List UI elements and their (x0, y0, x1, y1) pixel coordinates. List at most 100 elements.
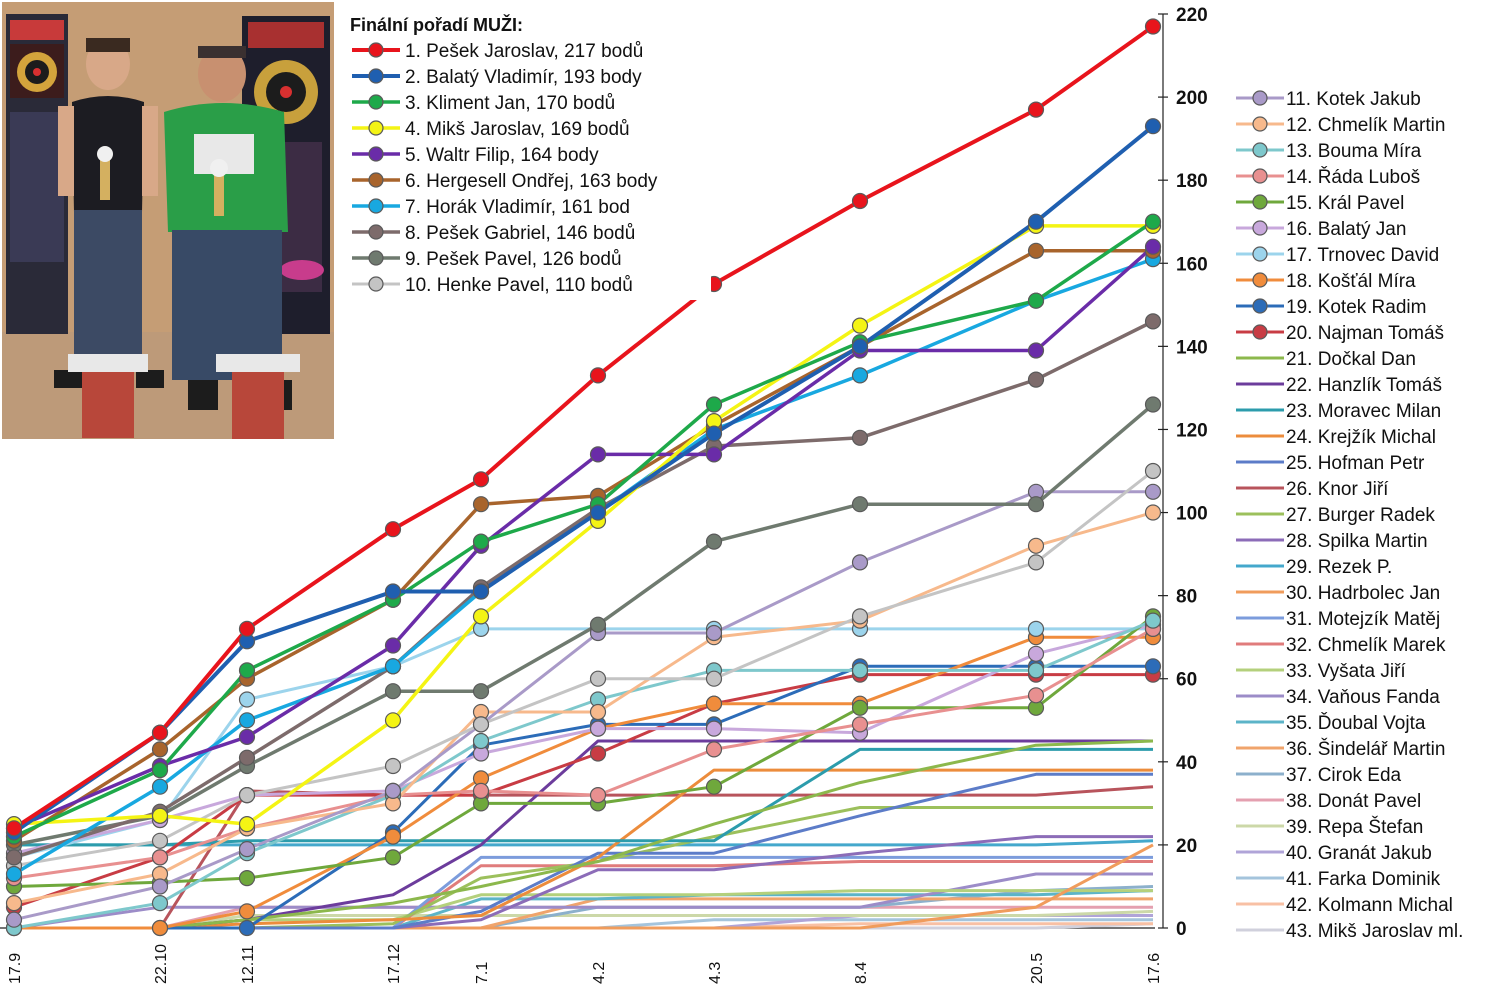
legend-entry: 43. Mikš Jaroslav ml. (1286, 921, 1463, 942)
legend-entry: 39. Repa Štefan (1286, 816, 1423, 838)
series-line (14, 664, 1153, 930)
data-point (238, 840, 256, 858)
data-point (151, 807, 169, 824)
y-tick-label: 40 (1176, 753, 1197, 774)
data-point (851, 608, 869, 625)
data-point (384, 757, 402, 775)
legend-entry: 13. Bouma Míra (1286, 141, 1422, 162)
data-point (151, 761, 169, 779)
y-tick-label: 220 (1176, 5, 1208, 26)
legend-entry: 7. Horák Vladimír, 161 bod (405, 197, 630, 218)
legend-entry: 20. Najman Tomáš (1286, 323, 1444, 344)
legend-entry: 18. Košťál Míra (1286, 271, 1416, 292)
data-point (238, 786, 256, 804)
legend-entry: 2. Balatý Vladimír, 193 body (405, 67, 642, 88)
legend-marker (368, 276, 384, 292)
legend-entry: 27. Burger Radek (1286, 505, 1435, 526)
data-point (1144, 483, 1162, 500)
x-tick-label: 20.5 (1029, 953, 1046, 984)
legend-entry: 26. Knor Jiří (1286, 479, 1389, 500)
data-point (238, 749, 256, 766)
legend-marker (1252, 90, 1268, 106)
data-point (472, 533, 490, 550)
data-point (1027, 554, 1045, 571)
series-line (13, 469, 1154, 868)
legend-entry: 9. Pešek Pavel, 126 bodů (405, 249, 622, 270)
series-line (14, 855, 1153, 930)
data-point (472, 471, 490, 488)
series-lines (12, 24, 1155, 930)
legend-marker (368, 224, 384, 240)
x-tick-label: 12.11 (240, 945, 257, 984)
legend-entry: 41. Farka Dominik (1286, 869, 1441, 890)
data-point (705, 720, 723, 737)
series-line (13, 615, 1154, 888)
data-point (472, 683, 490, 700)
data-point (1144, 213, 1162, 230)
legend-entry: 37. Cirok Eda (1286, 765, 1402, 786)
legend-entry: 33. Vyšata Jiří (1286, 661, 1406, 682)
x-axis-tick-labels: 17.9 22.10 12.11 17.12 7.1 4.2 4.3 8.4 20.5 17.6 (7, 944, 1163, 984)
data-point (1144, 18, 1162, 35)
legend-marker (368, 250, 384, 266)
legend-marker (1252, 298, 1268, 314)
data-point (5, 820, 23, 837)
data-point (238, 815, 256, 833)
data-point (705, 425, 723, 442)
winners-photo (2, 2, 334, 439)
data-point (851, 317, 869, 334)
data-point (851, 192, 869, 210)
series-markers (5, 18, 1162, 937)
data-point (705, 533, 723, 550)
data-point (151, 724, 169, 741)
y-tick-label: 60 (1176, 670, 1197, 691)
series-line (14, 768, 1153, 930)
x-tick-label: 17.12 (386, 944, 403, 984)
data-point (1144, 313, 1162, 330)
series-line (14, 909, 1154, 930)
data-point (1027, 620, 1045, 638)
data-point (1027, 645, 1045, 662)
y-tick-label: 80 (1176, 587, 1197, 608)
series-line (13, 627, 1153, 859)
data-point (589, 703, 607, 721)
x-tick-label: 4.3 (707, 962, 724, 984)
data-point (5, 894, 23, 912)
data-point (384, 828, 402, 845)
data-point (851, 662, 869, 679)
series-line (14, 739, 1154, 930)
data-point (151, 894, 169, 912)
series-line (13, 623, 1154, 855)
series-line (13, 319, 1154, 860)
data-point (1027, 213, 1045, 230)
x-tick-label: 22.10 (153, 944, 170, 984)
x-tick-label: 17.9 (7, 953, 24, 984)
legend-marker (368, 146, 384, 162)
legend-marker (368, 198, 384, 214)
data-point (472, 496, 490, 513)
legend-entry: 40. Granát Jakub (1286, 843, 1432, 864)
y-tick-label: 120 (1176, 420, 1208, 441)
series-line (13, 403, 1155, 847)
data-point (1027, 101, 1045, 118)
series-line (13, 224, 1153, 826)
legend-entry: 8. Pešek Gabriel, 146 bodů (405, 223, 635, 244)
data-point (589, 367, 607, 384)
data-point (384, 712, 402, 729)
data-point (705, 670, 723, 687)
data-point (851, 367, 869, 384)
data-point (151, 741, 169, 758)
data-point (1144, 238, 1162, 255)
data-point (1144, 658, 1162, 675)
legend-entry: 22. Hanzlík Tomáš (1286, 375, 1442, 396)
legend-entry: 12. Chmelík Martin (1286, 115, 1445, 136)
data-point (705, 741, 723, 758)
data-point (5, 911, 23, 928)
data-point (705, 778, 723, 795)
legend-entry: 36. Šindelář Martin (1286, 738, 1445, 760)
y-tick-label: 140 (1176, 337, 1208, 358)
x-tick-label: 7.1 (474, 962, 491, 984)
data-point (851, 496, 869, 513)
data-point (1144, 396, 1162, 413)
